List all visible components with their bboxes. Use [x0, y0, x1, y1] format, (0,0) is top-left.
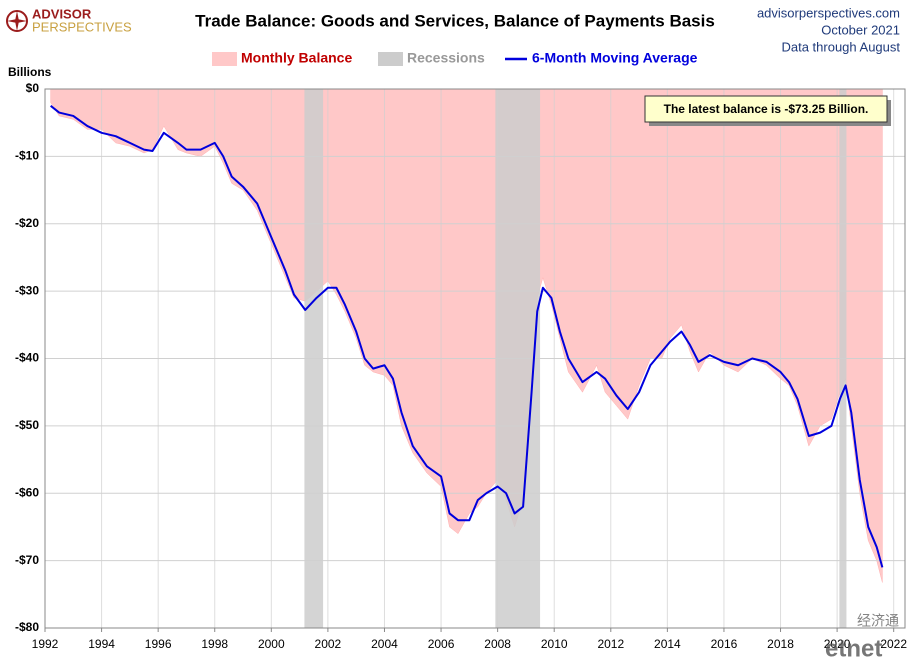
x-tick-label: 2006: [428, 637, 455, 651]
y-axis-label: Billions: [8, 65, 52, 79]
x-tick-label: 1992: [32, 637, 59, 651]
logo-text: ADVISOR: [32, 6, 92, 21]
x-tick-label: 2022: [880, 637, 907, 651]
x-tick-label: 2010: [541, 637, 568, 651]
legend-label: Monthly Balance: [241, 50, 352, 66]
annotation-text: The latest balance is -$73.25 Billion.: [664, 102, 869, 116]
y-tick-label: $0: [26, 81, 40, 95]
legend: Monthly Balance Recessions 6-Month Moving …: [212, 50, 698, 66]
y-tick-label: -$30: [15, 283, 39, 297]
y-tick-label: -$80: [15, 620, 39, 634]
logo-icon: [7, 11, 27, 31]
x-tick-label: 2016: [711, 637, 738, 651]
source: advisorperspectives.com: [757, 5, 900, 20]
x-tick-label: 2004: [371, 637, 398, 651]
y-tick-label: -$50: [15, 418, 39, 432]
annotation: The latest balance is -$73.25 Billion.: [644, 95, 891, 126]
x-tick-label: 2002: [315, 637, 342, 651]
y-tick-label: -$10: [15, 149, 39, 163]
source: October 2021: [821, 22, 900, 37]
watermark: etnet: [825, 635, 882, 661]
legend-swatch: [212, 52, 237, 66]
chart-title: Trade Balance: Goods and Services, Balan…: [195, 11, 715, 30]
y-tick-label: -$20: [15, 216, 39, 230]
x-tick-label: 2014: [654, 637, 681, 651]
x-tick-label: 1998: [201, 637, 228, 651]
logo-text: PERSPECTIVES: [32, 19, 132, 34]
y-tick-label: -$60: [15, 485, 39, 499]
watermark: 经济通: [857, 613, 899, 629]
legend-label: Recessions: [407, 50, 485, 66]
x-tick-label: 2020: [824, 637, 851, 651]
x-tick-label: 2018: [767, 637, 794, 651]
plot: $0 -$10 -$20 -$30 -$40 -$50 -$60 -$70 -$80 1992 19…: [15, 81, 907, 651]
y-tick-label: -$70: [15, 553, 39, 567]
y-tick-label: -$40: [15, 351, 39, 365]
plot-border: [44, 88, 906, 629]
legend-swatch: [378, 52, 403, 66]
x-tick-label: 2000: [258, 637, 285, 651]
annotation-box: [644, 95, 888, 123]
x-tick-label: 2008: [484, 637, 511, 651]
x-tick-label: 1994: [88, 637, 115, 651]
source: Data through August: [781, 39, 900, 54]
legend-label: 6-Month Moving Average: [532, 50, 698, 66]
logo: ADVISOR PERSPECTIVES: [6, 6, 132, 34]
x-tick-label: 2012: [597, 637, 624, 651]
line: [50, 105, 884, 568]
x-tick-label: 1996: [145, 637, 172, 651]
